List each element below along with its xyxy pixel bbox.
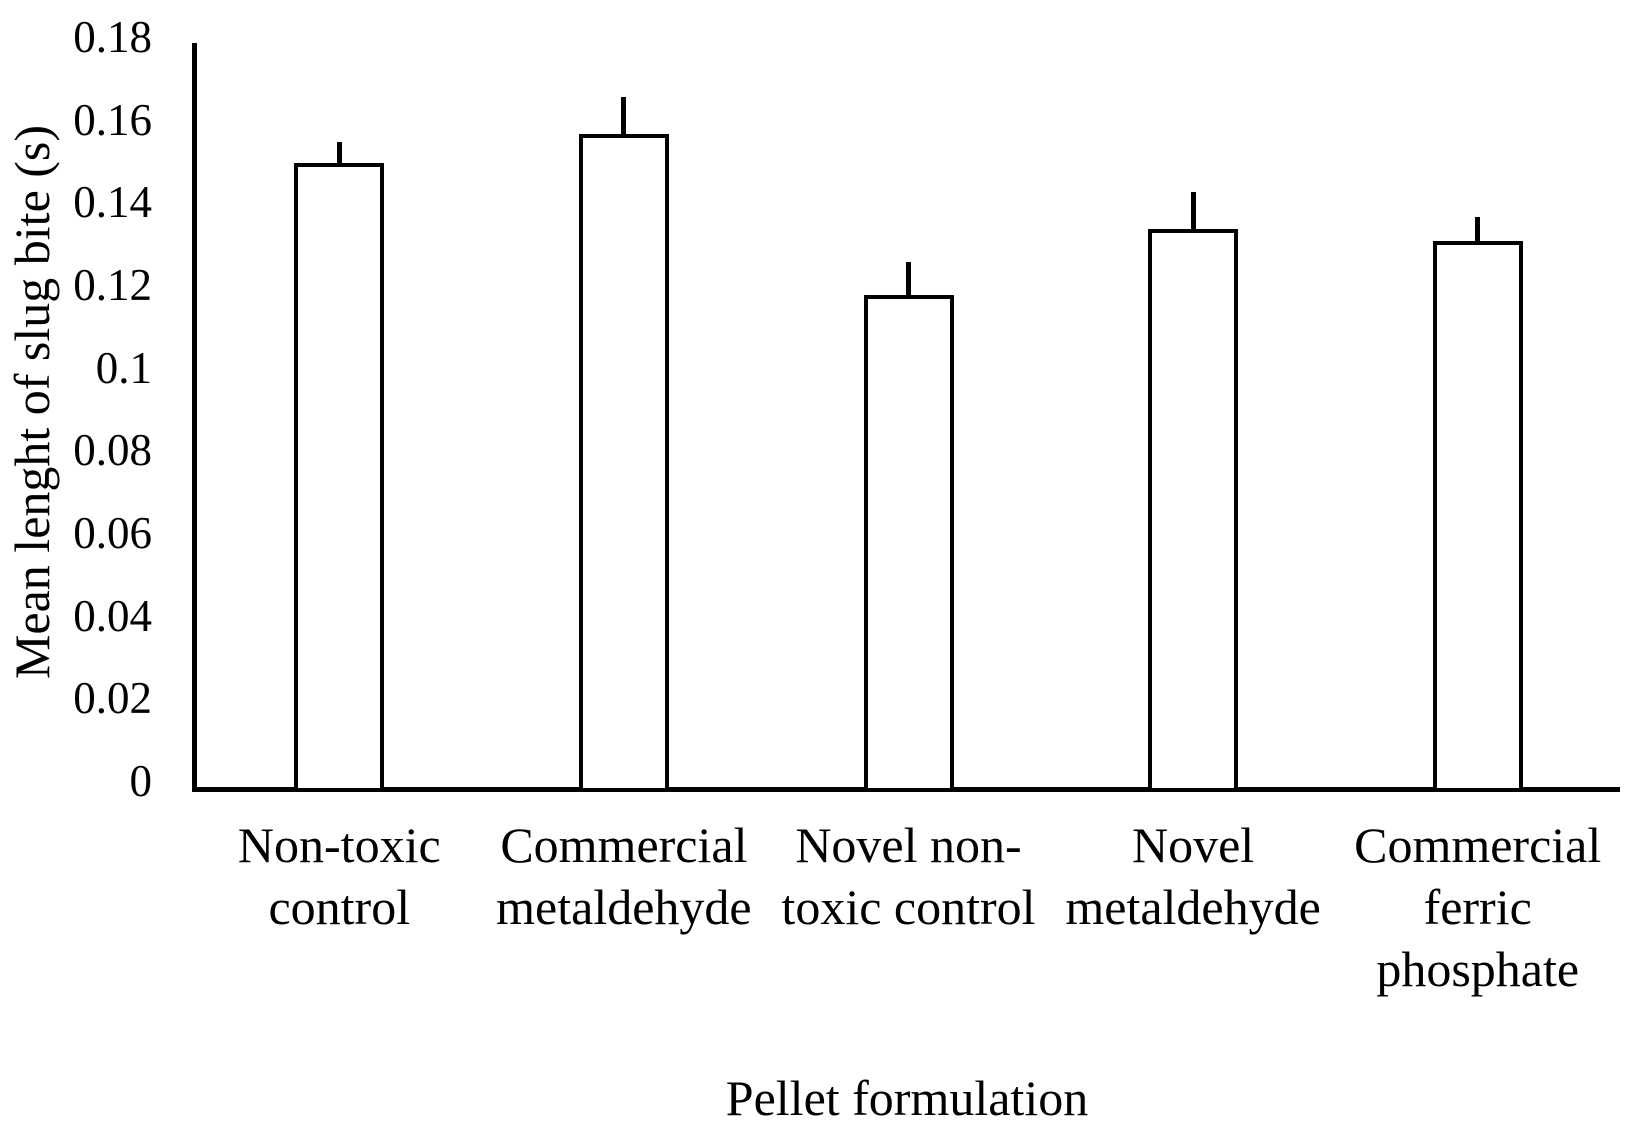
y-tick-label: 0.18: [73, 12, 152, 62]
x-tick-label: Novel metaldehyde: [1051, 814, 1336, 938]
bar: [1148, 229, 1239, 792]
x-tick-label-line: toxic control: [781, 879, 1036, 935]
y-tick-label: 0: [129, 756, 153, 806]
x-tick-label: Commercial metaldehyde: [482, 814, 767, 938]
x-tick-label-line: Commercial: [1354, 817, 1602, 873]
error-bar: [1475, 216, 1481, 246]
bar: [578, 133, 669, 792]
y-tick-label: 0.1: [95, 342, 152, 393]
x-tick-label-line: control: [268, 879, 411, 935]
x-tick-label: Non-toxic control: [197, 814, 482, 938]
y-tick-label: 0.06: [73, 508, 152, 558]
bar: [1432, 241, 1523, 792]
y-tick-label: 0.16: [73, 94, 152, 145]
x-tick-label-line: Non-toxic: [237, 817, 441, 873]
y-tick-label: 0.14: [73, 177, 152, 228]
y-axis-line: [192, 43, 197, 792]
x-tick-label-line: phosphate: [1376, 941, 1580, 997]
y-tick-label: 0.08: [73, 425, 152, 476]
x-axis-title: Pellet formulation: [725, 1070, 1089, 1125]
x-tick-label-line: Commercial: [500, 817, 748, 873]
error-bar: [906, 262, 911, 300]
y-tick-label: 0.12: [73, 260, 152, 310]
error-bar: [621, 96, 627, 138]
x-tick-label: Commercial ferric phosphate: [1335, 814, 1620, 1000]
x-tick-label-line: Novel: [1131, 817, 1255, 873]
x-tick-label: Novel non-toxic control: [766, 814, 1051, 938]
y-tick-label: 0.02: [73, 673, 152, 724]
x-tick-label-line: ferric: [1423, 879, 1532, 935]
x-tick-label-line: Novel non-: [795, 817, 1022, 873]
x-tick-label-line: metaldehyde: [1065, 879, 1321, 935]
y-tick-label: 0.04: [73, 590, 152, 641]
bar: [863, 295, 954, 792]
error-bar: [336, 142, 342, 167]
bar: [294, 162, 385, 792]
x-tick-label-line: metaldehyde: [496, 879, 752, 935]
error-bar: [1190, 191, 1196, 233]
